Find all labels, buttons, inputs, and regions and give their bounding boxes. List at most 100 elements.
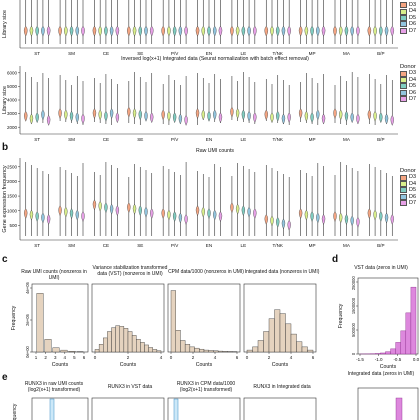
violin-body — [264, 214, 268, 225]
legend-label: D4 — [409, 180, 417, 187]
y-axis-label: Library size — [2, 10, 8, 38]
violin-body — [356, 113, 360, 125]
y-tick-label: 4e+05 — [25, 282, 30, 294]
legend-label: D3 — [409, 174, 417, 181]
legend-swatch — [400, 193, 407, 200]
violin-body — [104, 111, 108, 122]
violin-body — [379, 112, 383, 124]
violin-body — [195, 108, 200, 120]
violin-body — [281, 113, 286, 125]
violin-body — [167, 25, 171, 37]
x-axis-label: Counts — [380, 364, 397, 370]
violin-body — [35, 211, 39, 223]
legend-entry: D5 — [400, 187, 416, 194]
histogram-bar — [136, 339, 141, 353]
x-tick-label: SM — [68, 51, 75, 56]
legend-entry: D5 — [400, 83, 417, 90]
violin-body — [298, 208, 303, 220]
violin-body — [338, 25, 343, 37]
panel-letter-b: b — [2, 142, 9, 153]
violin-body — [379, 211, 383, 223]
x-tick-label: B/P — [377, 51, 384, 56]
hist-d1: -1.5 -1.0 -0.5 0.0 Counts 0 500000 1500000 25000… — [338, 276, 420, 370]
hist-e3 — [167, 397, 241, 420]
x-tick-label: 2 — [192, 355, 195, 360]
integrated-violin-title: Inversed log(x+1) Integrated data (Seura… — [121, 56, 309, 62]
violin-body — [75, 112, 79, 124]
x-tick-label: -1.5 — [356, 357, 364, 362]
x-tick-label: B/P — [377, 137, 384, 142]
violin-body — [64, 25, 68, 37]
violin-body — [178, 25, 183, 37]
violin-chart-integrated: 2000 3000 4000 5000 6000 Library size ST SM CE SE… — [2, 66, 398, 142]
violin-body — [316, 109, 320, 121]
legend-entry: D7 — [400, 96, 416, 103]
violin-body — [230, 106, 234, 118]
violin-body — [75, 25, 80, 37]
histogram-bar — [156, 350, 162, 353]
x-tick-label: -0.5 — [393, 357, 401, 362]
violin-body — [333, 108, 337, 120]
histogram-bar — [94, 349, 100, 353]
violin-body — [23, 25, 28, 37]
violin-body — [178, 113, 183, 125]
violin-body — [172, 211, 177, 223]
hist-d1-title: VST data (zeros in UMI) — [354, 265, 408, 271]
legend-entry: D6 — [400, 21, 416, 28]
violin-body — [235, 25, 240, 37]
histogram-bar — [263, 331, 270, 353]
plot-frame — [91, 397, 165, 420]
violin-body — [161, 109, 165, 121]
histogram-bar — [148, 347, 153, 353]
x-tick-label: 0.0 — [413, 357, 420, 362]
x-tick-label: 2 — [44, 355, 47, 360]
legend-swatch — [400, 181, 407, 188]
histogram-bar — [180, 340, 186, 353]
violin-body — [92, 25, 97, 37]
legend-swatch — [400, 8, 407, 15]
hist-c3-title: CPM data/1000 (nonzeros in UMI) — [168, 269, 244, 275]
histogram-bar — [246, 349, 253, 353]
hist-e4-title: RUNX3 in Integrated data — [253, 384, 311, 390]
violin-body — [35, 25, 39, 37]
violin-body — [69, 111, 74, 122]
histogram-bar — [380, 352, 386, 355]
x-tick-label: LE — [241, 243, 247, 248]
panel-letter-c: c — [2, 254, 8, 265]
plot-frame — [31, 397, 89, 420]
violin-body — [109, 203, 114, 215]
x-axis-label: Counts — [120, 362, 137, 368]
violin-body — [310, 112, 314, 124]
violin-body — [304, 111, 309, 122]
histogram-bar — [395, 397, 403, 420]
legend-swatch — [400, 187, 407, 194]
violin-body — [161, 208, 165, 220]
hist-e4 — [243, 397, 317, 420]
violin-body — [241, 205, 246, 217]
plot-frame — [357, 387, 419, 420]
hist-c1-title: Raw UMI counts (nonzeros in UMI) — [21, 269, 87, 281]
x-tick-label: 1 — [35, 355, 38, 360]
x-tick-label: P/V — [171, 51, 179, 56]
legend-label: D6 — [409, 89, 417, 96]
violin-body — [207, 25, 211, 37]
violin-body — [235, 108, 240, 120]
violin-body — [384, 25, 389, 37]
violin-body — [24, 208, 28, 220]
x-tick-label: P/V — [171, 137, 179, 142]
violin-body — [115, 205, 120, 217]
violin-body — [350, 112, 354, 124]
violin-body — [132, 203, 137, 215]
y-tick-label: 2e+05 — [25, 313, 30, 325]
violin-body — [35, 112, 39, 124]
x-tick-label: SE — [137, 137, 143, 142]
x-tick-label: 0 — [246, 355, 249, 360]
histogram-bar — [184, 344, 191, 353]
violin-body — [161, 25, 165, 37]
violin-body — [213, 209, 217, 221]
violin-body — [373, 25, 377, 37]
x-tick-label: SM — [68, 137, 75, 142]
violin-body — [81, 211, 85, 223]
violin-body — [195, 205, 200, 217]
legend-label: D5 — [409, 83, 417, 90]
